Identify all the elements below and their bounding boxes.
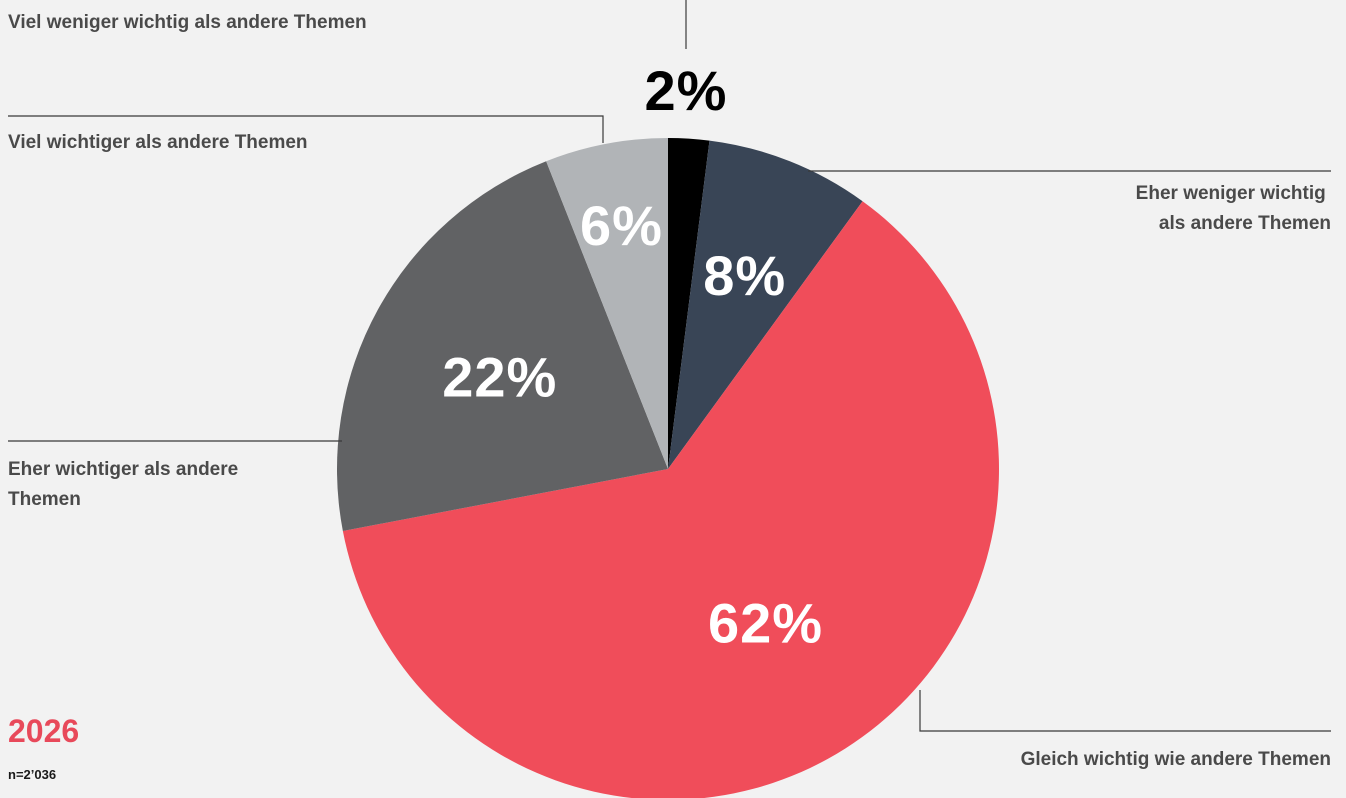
leader-lines (8, 0, 1331, 732)
percentage-labels: 2% 8% 62% 22% 6% (442, 59, 823, 655)
category-label-3-line-1: Eher wichtiger als andere (8, 459, 238, 480)
pie-slice-viel-wichtiger (546, 138, 668, 469)
pie-slice-eher-wichtiger (337, 161, 668, 532)
category-label-2: Gleich wichtig wie andere Themen (1021, 749, 1331, 770)
pie-slices (337, 138, 999, 798)
pct-label-gleich: 62% (708, 592, 823, 655)
category-label-4: Viel wichtiger als andere Themen (8, 132, 308, 153)
pct-label-eher-wichtiger: 22% (442, 346, 557, 409)
pct-label-viel-wichtiger: 6% (580, 194, 663, 257)
pct-label-eher-weniger: 8% (703, 244, 786, 307)
leader-line-eher-weniger (8, 115, 604, 143)
category-label-0: Viel weniger wichtig als andere Themen (8, 12, 367, 33)
category-label-1-line-1: Eher weniger wichtig (1136, 183, 1326, 204)
category-label-1-line-2: als andere Themen (1159, 213, 1331, 234)
pct-label-viel-weniger: 2% (645, 59, 728, 122)
category-label-1: Eher weniger wichtig als andere Themen (1136, 183, 1331, 234)
sample-size-label: n=2’036 (8, 767, 56, 782)
pie-slice-eher-weniger (668, 140, 863, 469)
year-label: 2026 (8, 713, 79, 749)
category-label-3-line-2: Themen (8, 489, 81, 510)
pie-slice-gleich (342, 201, 999, 798)
category-label-3: Eher wichtiger als andere Themen (8, 459, 243, 510)
leader-line-viel-wichtiger (919, 690, 1331, 732)
pie-slice-viel-weniger (668, 138, 710, 469)
